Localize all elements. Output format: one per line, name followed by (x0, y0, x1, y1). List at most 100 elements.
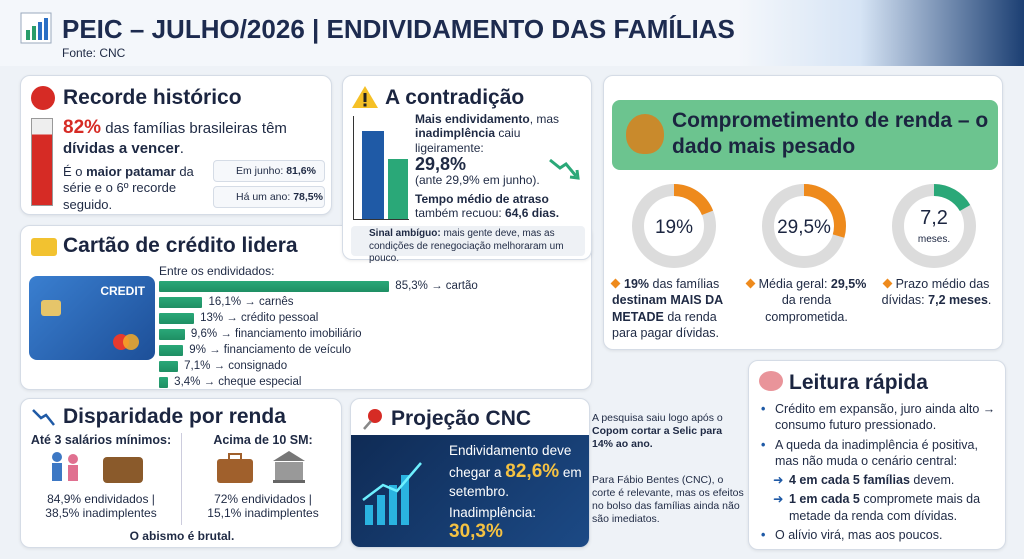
text-segment: dívidas a vencer (63, 139, 180, 157)
default-value: 30,3% (449, 521, 503, 542)
header: PEIC – JULHO/2026 | ENDIVIDAMENTO DAS FA… (0, 0, 1024, 66)
donut-arc (933, 184, 971, 212)
card-title: Comprometimento de renda – o dado mais p… (672, 109, 989, 159)
source: Fonte: CNC (62, 46, 126, 60)
list-item: ➜ 1 em cada 5 compromete mais da metade d… (759, 491, 1003, 524)
header-icon (20, 12, 52, 44)
bar-label: 13% → crédito pessoal (200, 312, 319, 324)
caption: 19% das famílias destinam MAIS DA METADE… (612, 276, 737, 341)
bar (159, 377, 169, 388)
contradiction-card: A contradição Mais endividamento, mas in… (342, 75, 592, 264)
text-segment: maior patamar (86, 164, 176, 179)
projection-box: Endividamento deve chegar a 82,6% em set… (351, 435, 589, 547)
text-segment: inadimplência (415, 126, 496, 141)
stat: Em junho: 81,6% (213, 160, 325, 182)
list-item: ➜ 4 em cada 5 famílias devem. (759, 472, 1003, 488)
bar-chart: 85,3% → cartão 16,1% → carnês 13% → crédit… (159, 280, 579, 391)
caption: Prazo médio das dívidas: 7,2 meses. (874, 276, 999, 309)
bullet-marker: • (761, 402, 766, 416)
text-segment: Prazo médio das dívidas: (881, 277, 990, 308)
group-title: Acima de 10 SM: (213, 433, 313, 447)
text-segment: Em junho: (236, 165, 287, 177)
warning-icon (352, 86, 378, 108)
list-item: • A queda da inadimplência é positiva, ma… (759, 437, 1003, 470)
bullet-marker: • (761, 527, 766, 542)
text-segment: Há um ano: (236, 191, 294, 203)
title-band: Comprometimento de renda – o dado mais p… (612, 100, 998, 170)
income-group: Acima de 10 SM: 72% endividados | 15,1% … (183, 433, 343, 520)
card-label: CREDIT (100, 284, 145, 298)
side-quote: Para Fábio Bentes (CNC), o corte é relev… (592, 474, 744, 526)
text-segment: Mais endividamento (415, 112, 530, 126)
group-line: 84,9% endividados | (47, 492, 155, 506)
text-segment: Endividamento deve chegar a (449, 443, 572, 480)
arrow-marker: ➜ (773, 473, 784, 487)
credit-icon (31, 238, 57, 256)
group-icon (217, 451, 305, 483)
previous: (ante 29,9% em junho). (415, 173, 540, 187)
text-segment: Sinal ambíguo: (369, 228, 441, 239)
text-segment: . (179, 139, 184, 157)
reading-list: • Crédito em expansão, juro ainda alto → … (759, 401, 1003, 546)
brain-icon (759, 371, 783, 391)
donut-label: 19% (655, 217, 693, 238)
text-segment: 64,6 dias. (505, 206, 560, 221)
group-line: 72% endividados | (214, 492, 312, 506)
text-segment: das famílias brasileiras têm (101, 120, 287, 137)
money-icon (626, 114, 664, 154)
bar-label: 7,1% → consignado (184, 360, 288, 372)
pin-icon (363, 409, 382, 430)
card-title: A contradição (385, 86, 525, 109)
commitment-card: Comprometimento de renda – o dado mais p… (603, 75, 1003, 350)
text-segment: também recuou: (415, 206, 506, 221)
text-segment: 19% (624, 277, 650, 291)
mini-bar (388, 159, 408, 219)
text-segment: 4 em cada 5 famílias (789, 473, 910, 487)
text-segment: mais gente deve, mas as condições de ren… (369, 228, 564, 264)
text-segment: compromete mais da metade da renda com d… (789, 492, 981, 523)
bar-label: 9% → financiamento de veículo (189, 344, 352, 356)
trend-icon (32, 409, 55, 426)
record-card: Recorde histórico 82% das famílias brasi… (20, 75, 332, 215)
card-title: Disparidade por renda (63, 405, 286, 428)
text-segment: 1 em cada 5 (789, 492, 860, 507)
credit-card: Cartão de crédito lidera CREDIT Entre os… (20, 225, 592, 390)
donut-row: 7,2 meses. 19% 29,5% (632, 184, 976, 268)
bar (159, 329, 185, 340)
divider (181, 433, 182, 525)
thermometer (31, 118, 53, 206)
text-segment: . (987, 293, 992, 308)
ambiguous-note: Sinal ambíguo: mais gente deve, mas as c… (351, 226, 585, 264)
text-segment: caiu ligeiramente: (415, 126, 521, 155)
text-segment: da renda para pagar dívidas. (612, 309, 720, 340)
text-segment: , mas (529, 112, 560, 126)
text-segment: 78,5% (293, 191, 323, 203)
record-icon (31, 86, 55, 110)
projection-text: Endividamento deve chegar a 82,6% em set… (449, 443, 585, 501)
caption: Média geral: 29,5% da renda comprometida… (744, 276, 869, 325)
mini-bar (362, 131, 384, 219)
chart-illustration (362, 462, 422, 525)
default-label: Inadimplência: (449, 505, 537, 520)
record-text: 82% das famílias brasileiras têm dívidas… (63, 116, 325, 159)
donut-arc (632, 184, 716, 268)
logo (123, 334, 139, 350)
arrow-marker: ➜ (773, 492, 784, 507)
bar (159, 313, 195, 324)
text-segment: A pesquisa saiu logo após o (592, 412, 723, 424)
text-segment: da renda comprometida. (765, 293, 848, 324)
item-text: 4 em cada 5 famílias devem. (789, 473, 954, 487)
text-segment: O alívio virá, mas aos poucos. (775, 527, 943, 542)
text-segment: Crédito em expansão, juro ainda alto → c… (775, 402, 996, 433)
bar-label: 3,4% → cheque especial (174, 376, 302, 388)
term-value: 7,2 (920, 207, 948, 229)
projection-card: Projeção CNC Endividamento deve chegar a… (350, 398, 590, 548)
item-text: Crédito em expansão, juro ainda alto → c… (775, 402, 995, 432)
side-note: A pesquisa saiu logo após o Copom cortar… (592, 412, 744, 451)
record-note: É o maior patamar da série e o 6º record… (63, 164, 211, 213)
bar-label: 9,6% → financiamento imobiliário (190, 328, 362, 340)
contradiction-text: Mais endividamento, mas inadimplência ca… (415, 112, 587, 155)
card-title: Leitura rápida (789, 371, 928, 394)
trend-down (549, 158, 580, 180)
